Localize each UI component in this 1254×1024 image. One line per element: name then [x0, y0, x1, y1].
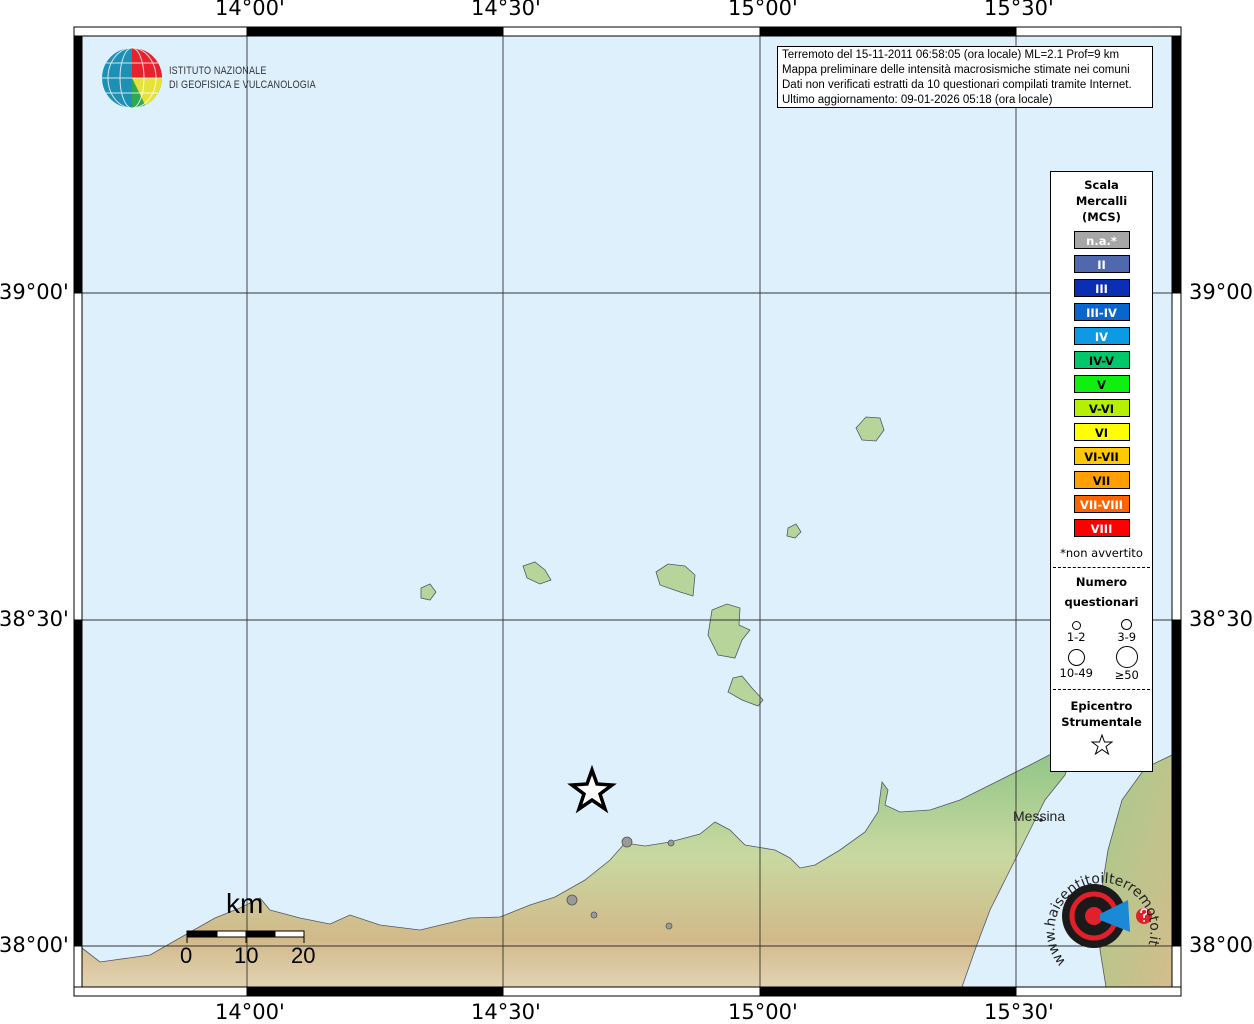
lon-tick-bottom: 14°00': [215, 1000, 285, 1024]
aeolian-islands: [420, 416, 885, 707]
size-label: 10-49: [1059, 666, 1093, 680]
legend: Scala Mercalli (MCS) n.a.* II III III-IV IV I…: [1050, 171, 1153, 772]
legend-title-line: Scala: [1084, 178, 1119, 192]
island-salina: [655, 563, 696, 597]
circle-icon: [1071, 621, 1081, 630]
size-label: 1-2: [1066, 630, 1086, 644]
epicenter-title: Epicentro Strumentale: [1051, 698, 1152, 730]
divider: [1053, 567, 1150, 568]
legend-title-line: Mercalli: [1075, 194, 1128, 208]
intensity-swatch: VIII: [1073, 519, 1130, 537]
lon-tick-top: 15°30': [984, 0, 1054, 20]
logo-line: DI GEOFISICA E VULCANOLOGIA: [169, 79, 316, 91]
lat-tick-right: 39°00': [1189, 280, 1254, 304]
marker-na[interactable]: [621, 836, 633, 848]
scale-label: 10: [234, 943, 259, 968]
circle-icon: [1067, 649, 1085, 666]
ingv-logo-icon: [102, 47, 162, 109]
questionnaire-size-legend: 1-2 3-9 10-49 ≥50: [1051, 618, 1152, 682]
size-50-plus: ≥50: [1102, 646, 1153, 682]
size-1-2: 1-2: [1051, 618, 1102, 644]
scale-bar: [186, 930, 305, 943]
intensity-swatch: III-IV: [1073, 303, 1130, 321]
intensity-swatch: II: [1073, 255, 1130, 273]
marker-na[interactable]: [667, 839, 675, 847]
lon-tick-top: 14°00': [215, 0, 285, 20]
info-line: Dati non verificati estratti da 10 quest…: [782, 79, 1132, 91]
intensity-swatch: III: [1073, 279, 1130, 297]
lat-tick-left: 38°30': [0, 607, 69, 631]
intensity-swatch: n.a.*: [1073, 231, 1130, 249]
marker-na[interactable]: [665, 922, 673, 930]
scale-unit: km: [226, 888, 264, 919]
lat-tick-right: 38°30': [1189, 607, 1254, 631]
star-icon: [1090, 733, 1113, 756]
event-info-box: Terremoto del 15-11-2011 06:58:05 (ora l…: [777, 46, 1153, 108]
circle-icon: [1115, 646, 1138, 668]
scale-label: 0: [180, 943, 193, 968]
last-update: Ultimo aggiornamento: 09-01-2026 05:18 (…: [782, 94, 1053, 106]
intensity-swatch: IV: [1073, 327, 1130, 345]
city-label-messina: Messina: [1013, 808, 1066, 824]
graticule: [82, 36, 1172, 987]
legend-title-line: Epicentro: [1070, 699, 1133, 713]
intensity-swatch: VII-VIII: [1073, 495, 1130, 513]
ingv-logo-text: ISTITUTO NAZIONALE DI GEOFISICA E VULCAN…: [169, 64, 316, 92]
event-title: Terremoto del 15-11-2011 06:58:05 (ora l…: [782, 49, 1120, 61]
island-vulcano: [727, 675, 764, 707]
intensity-swatch: IV-V: [1073, 351, 1130, 369]
island-alicudi: [420, 583, 437, 601]
scale-label: 20: [291, 943, 316, 968]
intensity-swatch: VII: [1073, 471, 1130, 489]
size-10-49: 10-49: [1051, 646, 1102, 682]
legend-title-line: questionari: [1064, 595, 1139, 609]
lat-tick-left: 39°00': [0, 280, 69, 304]
legend-title-line: Strumentale: [1061, 715, 1142, 729]
questionnaires-title: Numero questionari: [1051, 572, 1152, 612]
marker-na[interactable]: [590, 911, 598, 919]
info-line: Mappa preliminare delle intensità macros…: [782, 64, 1130, 76]
intensity-swatch: VI-VII: [1073, 447, 1130, 465]
size-label: 3-9: [1117, 630, 1137, 644]
lat-tick-left: 38°00': [0, 933, 69, 957]
size-3-9: 3-9: [1102, 618, 1153, 644]
lat-tick-right: 38°00': [1189, 933, 1254, 957]
circle-icon: [1121, 619, 1133, 630]
marker-na[interactable]: [566, 894, 578, 906]
intensity-swatch: V-VI: [1073, 399, 1130, 417]
island-stromboli: [855, 416, 885, 442]
size-label: ≥50: [1114, 668, 1139, 682]
messina-dot: [1039, 818, 1043, 822]
haisentito-logo-icon: [1062, 884, 1152, 948]
logo-line: ISTITUTO NAZIONALE: [169, 65, 267, 77]
intensity-markers: [566, 836, 675, 930]
lon-tick-bottom: 15°00': [728, 1000, 798, 1024]
map-frame: [73, 26, 1182, 997]
legend-title: Scala Mercalli (MCS): [1051, 177, 1152, 225]
divider: [1053, 689, 1150, 690]
island-lipari: [707, 603, 751, 659]
intensity-scale: n.a.* II III III-IV IV IV-V V V-VI VI VI-VII VII VI…: [1051, 231, 1152, 537]
island-panarea: [786, 523, 802, 539]
lon-tick-bottom: 14°30': [471, 1000, 541, 1024]
intensity-swatch: VI: [1073, 423, 1130, 441]
legend-title-line: (MCS): [1082, 210, 1121, 224]
lon-tick-top: 15°00': [728, 0, 798, 20]
epicenter-star-icon[interactable]: [567, 764, 617, 814]
intensity-swatch: V: [1073, 375, 1130, 393]
legend-note: *non avvertito: [1060, 546, 1143, 560]
legend-title-line: Numero: [1075, 575, 1128, 589]
lon-tick-bottom: 15°30': [984, 1000, 1054, 1024]
island-filicudi: [522, 561, 552, 585]
lon-tick-top: 14°30': [471, 0, 541, 20]
